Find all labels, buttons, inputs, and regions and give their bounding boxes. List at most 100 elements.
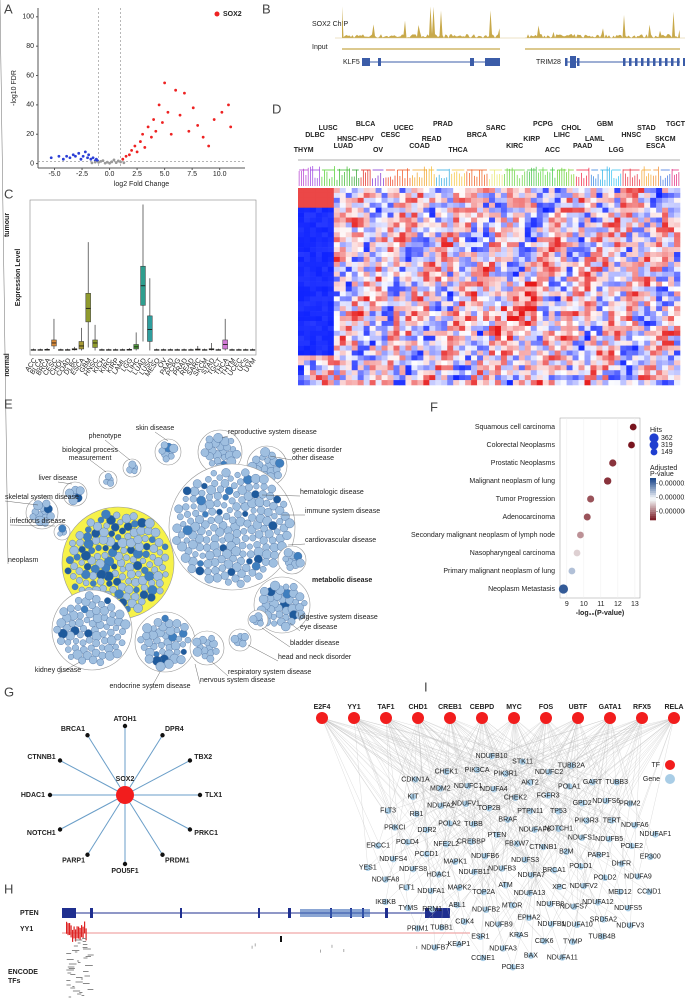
heatmap-cell — [674, 380, 681, 386]
heatmap-cell — [554, 281, 561, 287]
disease-node — [112, 643, 119, 650]
heatmap-cell — [417, 340, 424, 346]
gene-node — [634, 873, 642, 880]
disease-node — [192, 637, 202, 647]
heatmap-cell — [578, 207, 585, 213]
heatmap-cell — [542, 375, 549, 381]
heatmap-cell — [357, 227, 364, 233]
heatmap-cell — [369, 340, 376, 346]
heatmap-cell — [530, 192, 538, 199]
heatmap-cell — [339, 197, 347, 204]
heatmap-cell — [435, 188, 442, 194]
y-tick-label: Neoplasm Metastasis — [488, 586, 555, 593]
heatmap-cell — [471, 261, 478, 268]
heatmap-cell — [381, 365, 388, 371]
heatmap-cell — [315, 330, 323, 337]
heatmap-cell — [321, 217, 329, 223]
heatmap-cell — [405, 291, 412, 297]
heatmap-cell — [620, 311, 627, 317]
heatmap-cell — [620, 266, 627, 273]
heatmap-cell — [494, 286, 502, 292]
heatmap-cell — [596, 296, 603, 302]
heatmap-cell — [441, 256, 448, 263]
heatmap-cell — [512, 197, 520, 204]
edge — [378, 717, 419, 846]
heatmap-cell — [447, 291, 454, 297]
heatmap-cell — [596, 217, 603, 223]
colorbar-cell — [650, 496, 656, 500]
heatmap-cell — [321, 247, 329, 253]
heatmap-cell — [638, 296, 645, 302]
gene-label: POLD2 — [593, 875, 616, 882]
heatmap-cell — [494, 335, 502, 341]
heatmap-cell — [644, 335, 651, 341]
heatmap-cell — [435, 365, 442, 371]
heatmap-cell — [363, 380, 370, 386]
edge — [502, 717, 675, 869]
tf-peak — [72, 986, 75, 987]
point — [93, 160, 97, 164]
heatmap-cell — [351, 340, 358, 346]
heatmap-cell — [393, 380, 400, 386]
heatmap-cell — [345, 365, 353, 371]
heatmap-cell — [375, 276, 382, 282]
heatmap-cell — [542, 197, 549, 204]
heatmap-cell — [506, 252, 514, 258]
heatmap-cell — [327, 232, 335, 238]
heatmap-cell — [447, 286, 454, 292]
gene-node — [531, 826, 538, 833]
heatmap-cell — [309, 370, 317, 376]
point — [83, 150, 87, 154]
heatmap-cell — [351, 256, 358, 263]
heatmap-cell — [542, 301, 549, 307]
heatmap-cell — [560, 286, 567, 292]
heatmap-cell — [614, 242, 621, 248]
heatmap-cell — [560, 375, 567, 381]
heatmap-cell — [339, 291, 347, 297]
disease-node — [106, 580, 113, 587]
heatmap-cell — [459, 291, 466, 297]
edge — [609, 717, 629, 909]
disease-node — [88, 619, 97, 628]
heatmap-cell — [357, 380, 364, 386]
heatmap-cell — [578, 266, 585, 273]
heatmap-cell — [303, 247, 311, 253]
heatmap-cell — [626, 301, 633, 307]
gene-node — [513, 840, 521, 847]
heatmap-cell — [638, 301, 645, 307]
heatmap-cell — [351, 232, 358, 238]
heatmap-cell — [536, 306, 544, 312]
heatmap-cell — [662, 252, 669, 258]
gene-label: PRIM1 — [407, 925, 429, 932]
group-label: STAD — [637, 125, 656, 132]
dendrogram — [549, 167, 556, 186]
heatmap-cell — [429, 375, 436, 381]
heatmap-cell — [596, 252, 603, 258]
heatmap-cell — [327, 380, 335, 386]
heatmap-cell — [321, 276, 329, 282]
heatmap-cell — [357, 197, 364, 204]
heatmap-cell — [506, 370, 514, 376]
heatmap-cell — [524, 311, 532, 317]
disease-node — [182, 503, 190, 511]
heatmap-cell — [423, 325, 430, 332]
heatmap-cell — [429, 311, 436, 317]
heatmap-cell — [572, 360, 579, 366]
heatmap-cell — [572, 365, 579, 371]
gene-node — [509, 964, 517, 971]
heatmap-cell — [483, 350, 490, 356]
tf-node — [316, 712, 328, 724]
track-label: YY1 — [20, 926, 33, 933]
heatmap-cell — [429, 335, 436, 341]
heatmap-cell — [357, 286, 364, 292]
heatmap-cell — [465, 330, 472, 337]
heatmap-cell — [650, 335, 657, 341]
edge — [455, 717, 547, 862]
heatmap-cell — [578, 286, 585, 292]
heatmap-cell — [584, 350, 591, 356]
heatmap-cell — [650, 266, 657, 273]
tf-node — [412, 712, 424, 724]
heatmap-cell — [596, 355, 603, 361]
heatmap-cell — [620, 202, 627, 208]
heatmap-cell — [620, 291, 627, 297]
